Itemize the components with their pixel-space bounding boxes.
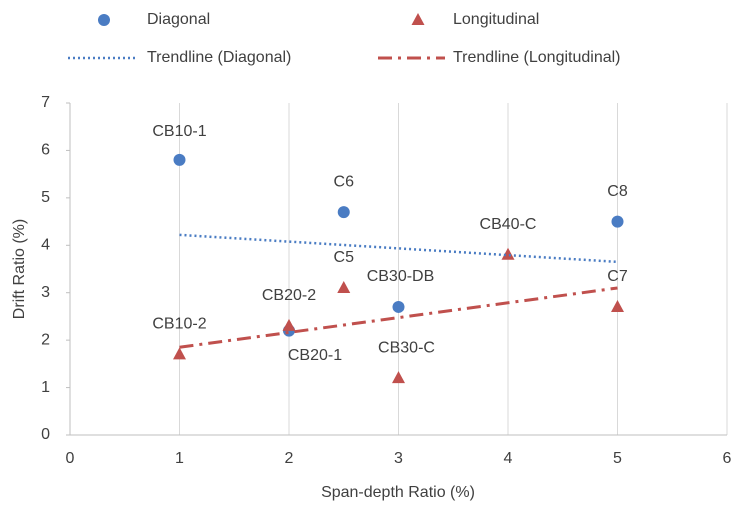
- data-point: [611, 299, 624, 312]
- y-tick-label: 7: [41, 94, 50, 111]
- legend-marker: [98, 14, 110, 26]
- x-tick-label: 2: [285, 450, 294, 467]
- data-point: [173, 347, 186, 360]
- data-label: C5: [334, 249, 355, 266]
- y-tick-label: 4: [41, 237, 50, 254]
- x-tick-label: 3: [394, 450, 403, 467]
- data-label: CB10-1: [152, 123, 206, 140]
- data-point: [337, 206, 350, 219]
- y-axis-title: Drift Ratio (%): [11, 219, 28, 319]
- legend-label: Trendline (Diagonal): [147, 49, 291, 66]
- trendline: [179, 233, 618, 264]
- x-tick-label: 6: [723, 450, 732, 467]
- y-tick-label: 0: [41, 426, 50, 443]
- legend-marker: [411, 13, 425, 25]
- x-tick-label: 0: [66, 450, 75, 467]
- x-tick-label: 5: [613, 450, 622, 467]
- x-tick-label: 1: [175, 450, 184, 467]
- legend-label: Diagonal: [147, 11, 210, 28]
- data-label: CB20-2: [262, 287, 316, 304]
- legend-label: Trendline (Longitudinal): [453, 49, 621, 66]
- data-point: [501, 247, 515, 260]
- data-point: [282, 318, 296, 331]
- x-axis-title: Span-depth Ratio (%): [321, 484, 475, 501]
- data-label: CB20-1: [288, 347, 342, 364]
- trendline: [179, 286, 618, 349]
- data-label: CB10-2: [152, 316, 206, 333]
- x-tick-label: 4: [504, 450, 513, 467]
- data-label: CB30-DB: [367, 268, 435, 285]
- data-label: C8: [607, 183, 628, 200]
- y-tick-label: 1: [41, 379, 50, 396]
- data-label: C7: [607, 268, 628, 285]
- data-label: C6: [334, 173, 355, 190]
- legend-label: Longitudinal: [453, 11, 539, 28]
- data-label: CB30-C: [378, 339, 435, 356]
- data-point: [392, 300, 405, 313]
- data-label: CB40-C: [480, 216, 537, 233]
- y-tick-label: 5: [41, 189, 50, 206]
- y-tick-label: 2: [41, 331, 50, 348]
- y-tick-label: 3: [41, 284, 50, 301]
- y-tick-label: 6: [41, 142, 50, 159]
- data-point: [173, 153, 186, 166]
- data-point: [611, 215, 624, 228]
- data-point: [337, 280, 351, 293]
- data-point: [392, 371, 405, 384]
